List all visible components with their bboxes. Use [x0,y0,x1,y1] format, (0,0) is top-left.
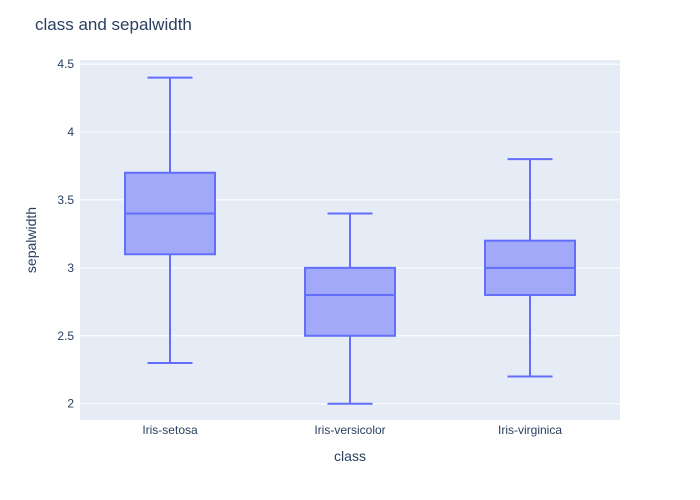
box-iris-versicolor [304,212,396,405]
box-iris-setosa [124,76,216,364]
boxes [124,76,576,405]
x-tick-label: Iris-versicolor [314,423,385,437]
y-tick-label: 3.5 [57,193,74,207]
x-tick-labels: Iris-setosa Iris-versicolor Iris-virginica [142,423,562,437]
y-tick-label: 3 [67,261,74,275]
y-tick-label: 2.5 [57,329,74,343]
iqr-box [304,266,396,337]
y-tick-label: 4.5 [57,57,74,71]
y-tick-labels: 2 2.5 3 3.5 4 4.5 [57,57,74,411]
x-tick-label: Iris-virginica [498,423,562,437]
y-tick-label: 2 [67,397,74,411]
y-tick-label: 4 [67,125,74,139]
x-tick-label: Iris-setosa [142,423,198,437]
x-axis-title: class [334,448,366,464]
y-axis-title: sepalwidth [23,207,39,273]
chart-title: class and sepalwidth [35,15,192,34]
box-iris-virginica [484,158,576,378]
